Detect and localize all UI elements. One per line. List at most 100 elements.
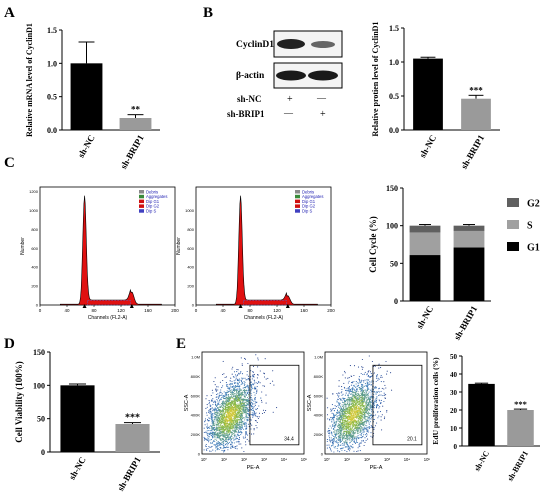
scatter-point bbox=[240, 395, 243, 397]
scatter-point bbox=[212, 408, 214, 410]
scatter-point bbox=[364, 418, 366, 420]
scatter-point bbox=[224, 406, 226, 408]
scatter-point bbox=[258, 412, 261, 414]
scatter-point bbox=[361, 440, 363, 442]
scatter-point bbox=[235, 401, 237, 403]
scatter-point bbox=[217, 429, 219, 431]
scatter-point bbox=[221, 417, 223, 419]
scatter-point bbox=[234, 425, 236, 427]
scatter-point bbox=[358, 437, 360, 439]
scatter-point bbox=[242, 407, 244, 409]
scatter-point bbox=[328, 431, 330, 433]
scatter-point bbox=[378, 399, 380, 401]
flow-legend-swatch bbox=[295, 204, 300, 208]
scatter-point bbox=[230, 423, 232, 425]
scatter-point bbox=[348, 432, 350, 434]
scatter-point bbox=[362, 432, 364, 434]
scatter-point bbox=[355, 386, 357, 388]
scatter-point bbox=[355, 389, 357, 391]
scatter-point bbox=[351, 400, 353, 402]
scatter-point bbox=[356, 421, 358, 424]
scatter-point bbox=[241, 415, 243, 418]
scatter-point bbox=[210, 439, 213, 441]
scatter-point bbox=[223, 391, 225, 393]
scatter-point bbox=[352, 406, 354, 408]
scatter-point bbox=[223, 451, 225, 453]
scatter-point bbox=[344, 377, 346, 379]
scatter-point bbox=[231, 417, 233, 419]
scatter-point bbox=[210, 416, 212, 418]
scatter-point bbox=[364, 441, 366, 443]
scatter-point bbox=[356, 406, 358, 408]
scatter-point bbox=[353, 381, 355, 383]
scatter-point bbox=[242, 423, 244, 425]
scatter-point bbox=[367, 438, 369, 440]
scatter-point bbox=[346, 446, 348, 448]
scatter-point bbox=[338, 437, 340, 439]
scatter-point bbox=[341, 394, 343, 396]
scatter-point bbox=[233, 430, 235, 432]
scatter-point bbox=[224, 427, 226, 429]
scatter-point bbox=[346, 434, 348, 437]
scatter-point bbox=[240, 401, 242, 403]
scatter-point bbox=[366, 418, 368, 421]
flow-x-tick-label: 120 bbox=[117, 308, 125, 313]
scatter-point bbox=[361, 396, 363, 398]
scatter-point bbox=[239, 404, 241, 406]
scatter-point bbox=[203, 427, 205, 429]
scatter-point bbox=[213, 413, 215, 415]
scatter-point bbox=[333, 439, 335, 442]
scatter-x-tick-label: 10⁵ bbox=[424, 457, 431, 462]
scatter-point bbox=[209, 446, 211, 449]
scatter-point bbox=[250, 433, 253, 435]
scatter-point bbox=[248, 440, 250, 442]
scatter-point bbox=[225, 426, 227, 428]
scatter-point bbox=[217, 412, 219, 415]
flow-y-tick-label: 800 bbox=[31, 227, 38, 232]
scatter-point bbox=[331, 425, 333, 427]
scatter-point bbox=[363, 394, 365, 396]
scatter-point bbox=[231, 446, 234, 448]
scatter-point bbox=[237, 416, 239, 418]
scatter-point bbox=[212, 413, 214, 415]
scatter-point bbox=[241, 381, 243, 383]
scatter-point bbox=[252, 416, 254, 418]
scatter-point bbox=[370, 384, 372, 386]
scatter-point bbox=[225, 415, 227, 418]
scatter-point bbox=[339, 412, 341, 414]
scatter-point bbox=[357, 393, 359, 395]
scatter-point bbox=[238, 431, 241, 434]
scatter-point bbox=[230, 383, 232, 385]
scatter-point bbox=[330, 445, 332, 447]
scatter-point bbox=[357, 447, 359, 449]
mrna-y-axis-label: Relative mRNA level of CyclinD1 bbox=[25, 23, 34, 137]
scatter-gate-value: 20.1 bbox=[407, 437, 417, 443]
scatter-point bbox=[377, 377, 379, 379]
scatter-point bbox=[367, 382, 369, 384]
scatter-point bbox=[236, 426, 238, 429]
scatter-point bbox=[222, 425, 224, 427]
scatter-point bbox=[237, 403, 239, 405]
scatter-point bbox=[335, 421, 337, 423]
scatter-point bbox=[232, 423, 234, 425]
scatter-point bbox=[234, 427, 236, 429]
scatter-point bbox=[224, 447, 226, 449]
scatter-point bbox=[351, 430, 353, 432]
scatter-point bbox=[368, 408, 370, 410]
scatter-point bbox=[232, 396, 234, 398]
scatter-point bbox=[250, 404, 252, 406]
scatter-point bbox=[350, 409, 352, 411]
scatter-point bbox=[360, 408, 363, 410]
scatter-point bbox=[341, 436, 343, 438]
scatter-point bbox=[354, 406, 356, 408]
scatter-point bbox=[220, 411, 222, 413]
scatter-point bbox=[359, 408, 361, 410]
protein-bar-0 bbox=[413, 58, 443, 130]
scatter-point bbox=[368, 391, 370, 393]
scatter-point bbox=[248, 398, 250, 400]
scatter-point bbox=[245, 414, 247, 416]
scatter-point bbox=[356, 441, 358, 443]
scatter-point bbox=[343, 428, 345, 430]
scatter-point bbox=[228, 433, 231, 435]
scatter-point bbox=[223, 442, 225, 444]
